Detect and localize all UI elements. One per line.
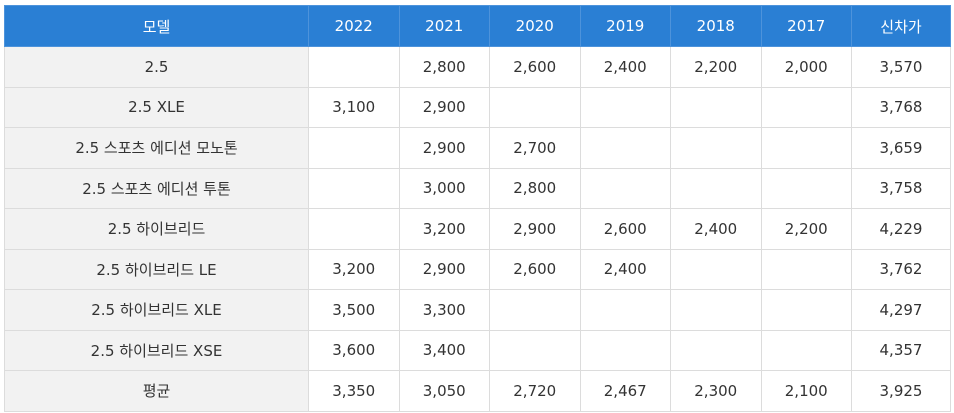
- header-2021: 2021: [398, 5, 490, 47]
- average-cell: 2,100: [760, 370, 852, 412]
- value-cell: [760, 329, 852, 371]
- price-table: 모델 2022 2021 2020 2019 2018 2017 신차가 2.5…: [4, 5, 951, 412]
- value-cell: 2,400: [670, 208, 762, 250]
- value-cell: [760, 127, 852, 169]
- value-cell: [670, 329, 762, 371]
- table-row: 2.5 하이브리드 XLE 3,500 3,300 4,297: [4, 289, 951, 331]
- average-cell: 2,300: [670, 370, 762, 412]
- value-cell: [579, 329, 671, 371]
- value-cell: [670, 248, 762, 290]
- header-2018: 2018: [670, 5, 762, 47]
- value-cell: 2,900: [398, 127, 490, 169]
- value-cell: [760, 86, 852, 128]
- table-row: 2.5 스포츠 에디션 모노톤 2,900 2,700 3,659: [4, 127, 951, 169]
- value-cell: [760, 289, 852, 331]
- value-cell: 3,659: [851, 127, 951, 169]
- value-cell: 3,768: [851, 86, 951, 128]
- value-cell: 3,600: [308, 329, 400, 371]
- average-cell: 3,350: [308, 370, 400, 412]
- value-cell: 3,570: [851, 46, 951, 88]
- header-2019: 2019: [579, 5, 671, 47]
- table-row: 2.5 XLE 3,100 2,900 3,768: [4, 86, 951, 128]
- header-new-price: 신차가: [851, 5, 951, 47]
- value-cell: 4,357: [851, 329, 951, 371]
- average-cell: 2,720: [489, 370, 581, 412]
- value-cell: [489, 86, 581, 128]
- value-cell: [579, 127, 671, 169]
- header-2017: 2017: [760, 5, 852, 47]
- value-cell: 2,900: [489, 208, 581, 250]
- value-cell: 3,758: [851, 167, 951, 209]
- value-cell: 3,500: [308, 289, 400, 331]
- model-cell: 2.5 XLE: [4, 86, 309, 128]
- value-cell: 3,400: [398, 329, 490, 371]
- value-cell: [489, 289, 581, 331]
- value-cell: [670, 127, 762, 169]
- model-cell: 2.5 하이브리드 XSE: [4, 329, 309, 371]
- average-row: 평균 3,350 3,050 2,720 2,467 2,300 2,100 3…: [4, 370, 951, 412]
- value-cell: 2,800: [398, 46, 490, 88]
- value-cell: 2,600: [489, 248, 581, 290]
- value-cell: [308, 208, 400, 250]
- value-cell: 4,297: [851, 289, 951, 331]
- value-cell: 4,229: [851, 208, 951, 250]
- model-cell: 2.5 하이브리드: [4, 208, 309, 250]
- header-2022: 2022: [308, 5, 400, 47]
- value-cell: [308, 167, 400, 209]
- value-cell: 2,400: [579, 248, 671, 290]
- value-cell: 3,000: [398, 167, 490, 209]
- value-cell: [670, 86, 762, 128]
- value-cell: 3,100: [308, 86, 400, 128]
- value-cell: 2,700: [489, 127, 581, 169]
- average-label-cell: 평균: [4, 370, 309, 412]
- header-row: 모델 2022 2021 2020 2019 2018 2017 신차가: [4, 5, 951, 47]
- average-cell: 3,050: [398, 370, 490, 412]
- value-cell: [308, 46, 400, 88]
- table-row: 2.5 하이브리드 LE 3,200 2,900 2,600 2,400 3,7…: [4, 248, 951, 290]
- header-2020: 2020: [489, 5, 581, 47]
- value-cell: [670, 289, 762, 331]
- value-cell: 2,200: [760, 208, 852, 250]
- value-cell: [308, 127, 400, 169]
- average-cell: 3,925: [851, 370, 951, 412]
- value-cell: 3,300: [398, 289, 490, 331]
- value-cell: 3,200: [308, 248, 400, 290]
- table-row: 2.5 스포츠 에디션 투톤 3,000 2,800 3,758: [4, 167, 951, 209]
- model-cell: 2.5 하이브리드 XLE: [4, 289, 309, 331]
- value-cell: [760, 248, 852, 290]
- value-cell: 2,900: [398, 86, 490, 128]
- value-cell: 3,762: [851, 248, 951, 290]
- value-cell: [579, 167, 671, 209]
- value-cell: [579, 289, 671, 331]
- price-table-container: 모델 2022 2021 2020 2019 2018 2017 신차가 2.5…: [4, 5, 951, 412]
- value-cell: 2,600: [579, 208, 671, 250]
- value-cell: 3,200: [398, 208, 490, 250]
- value-cell: 2,800: [489, 167, 581, 209]
- model-cell: 2.5 스포츠 에디션 모노톤: [4, 127, 309, 169]
- model-cell: 2.5 하이브리드 LE: [4, 248, 309, 290]
- model-cell: 2.5 스포츠 에디션 투톤: [4, 167, 309, 209]
- table-row: 2.5 2,800 2,600 2,400 2,200 2,000 3,570: [4, 46, 951, 88]
- value-cell: 2,900: [398, 248, 490, 290]
- model-cell: 2.5: [4, 46, 309, 88]
- value-cell: 2,000: [760, 46, 852, 88]
- value-cell: 2,400: [579, 46, 671, 88]
- value-cell: 2,200: [670, 46, 762, 88]
- table-row: 2.5 하이브리드 XSE 3,600 3,400 4,357: [4, 329, 951, 371]
- header-model: 모델: [4, 5, 309, 47]
- value-cell: [670, 167, 762, 209]
- value-cell: [579, 86, 671, 128]
- value-cell: [760, 167, 852, 209]
- value-cell: [489, 329, 581, 371]
- value-cell: 2,600: [489, 46, 581, 88]
- table-row: 2.5 하이브리드 3,200 2,900 2,600 2,400 2,200 …: [4, 208, 951, 250]
- average-cell: 2,467: [579, 370, 671, 412]
